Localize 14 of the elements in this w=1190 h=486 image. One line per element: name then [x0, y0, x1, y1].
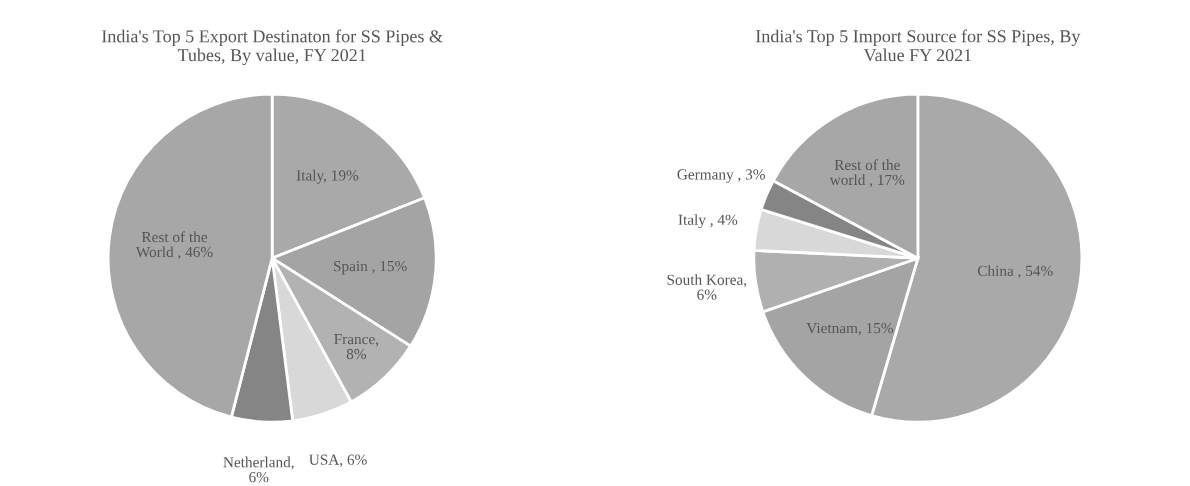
slice-label: Rest of the World , 46%	[135, 231, 213, 260]
slice-label: Spain , 15%	[334, 260, 407, 275]
slice-label: China , 54%	[977, 265, 1053, 279]
chart-title: India's Top 5 Import Source for SS Pipes, By Value FY 2021	[755, 29, 1081, 62]
slice-label: France, 8%	[334, 334, 379, 360]
slice-label: Vietnam, 15%	[806, 322, 894, 336]
slice-label: Italy , 4%	[678, 214, 738, 229]
slice-label: Netherland, 6%	[223, 456, 294, 483]
chart-title: India's Top 5 Export Destinaton for SS Pipes & Tubes, By value, FY 2021	[101, 29, 443, 65]
slice-label: Germany , 3%	[677, 169, 765, 183]
slice-label: Rest of the world , 17%	[829, 159, 905, 188]
slice-label: South Korea, 6%	[667, 274, 747, 300]
slice-label: Italy, 19%	[296, 169, 359, 184]
slice-label: USA, 6%	[309, 454, 367, 468]
